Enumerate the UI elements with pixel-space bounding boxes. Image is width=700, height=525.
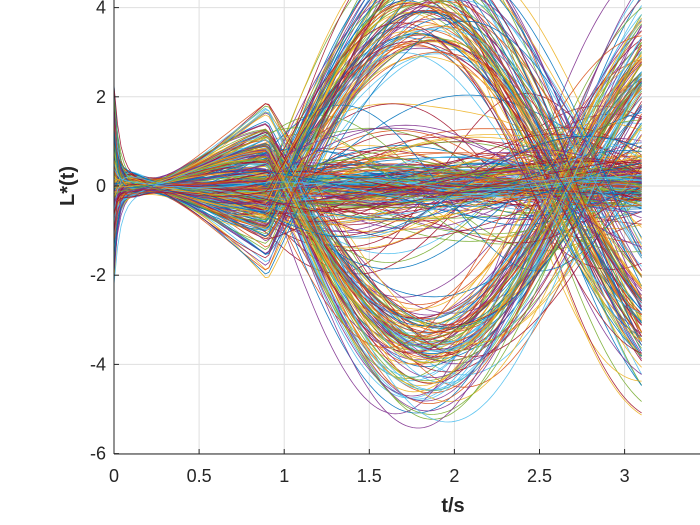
x-tick-label: 0.5 (187, 466, 212, 486)
series-line (114, 0, 642, 307)
series-line (114, 17, 642, 387)
curve-group (114, 0, 642, 429)
series-line (114, 0, 642, 337)
series-line (114, 0, 642, 346)
y-tick-label: -4 (90, 354, 106, 374)
series-line (114, 20, 642, 255)
series-line (114, 41, 642, 303)
series-line (114, 1, 642, 356)
series-line (114, 138, 642, 206)
y-tick-label: 0 (96, 176, 106, 196)
series-line (114, 176, 642, 212)
series-line (114, 31, 642, 342)
series-line (114, 5, 642, 307)
series-line (114, 0, 642, 357)
series-line (114, 53, 642, 364)
x-tick-label: 2 (449, 466, 459, 486)
series-line (114, 169, 642, 207)
x-tick-label: 1 (279, 466, 289, 486)
y-tick-label: -2 (90, 265, 106, 285)
series-line (114, 0, 642, 360)
series-line (114, 103, 642, 388)
series-line (114, 0, 632, 429)
x-axis-label: t/s (441, 495, 464, 517)
series-line (114, 35, 642, 348)
axes (113, 0, 700, 455)
series-line (114, 0, 642, 271)
x-tick-label: 1.5 (357, 466, 382, 486)
y-tick-label: 2 (96, 87, 106, 107)
series-line (114, 79, 642, 339)
series-line (114, 27, 642, 259)
series-line (114, 111, 642, 344)
series-line (114, 56, 642, 327)
series-line (114, 9, 642, 290)
series-line (114, 168, 642, 199)
x-tick-label: 3 (620, 466, 630, 486)
series-line (114, 0, 642, 349)
y-axis-label: L*(t) (57, 166, 79, 206)
series-line (114, 112, 642, 270)
y-tick-label: -6 (90, 444, 106, 464)
x-axis-ticks: 0 0.5 1 1.5 2 2.5 3 (109, 449, 630, 486)
series-line (114, 124, 642, 248)
series-line (114, 23, 642, 382)
y-axis-ticks: -6 -4 -2 0 2 4 (90, 0, 119, 464)
series-line (114, 80, 642, 320)
series-line (114, 160, 642, 232)
x-tick-label: 0 (109, 466, 119, 486)
series-line (114, 24, 642, 288)
x-tick-label: 2.5 (527, 466, 552, 486)
y-tick-label: 4 (96, 0, 106, 18)
series-line (114, 130, 642, 207)
series-line (114, 71, 642, 423)
